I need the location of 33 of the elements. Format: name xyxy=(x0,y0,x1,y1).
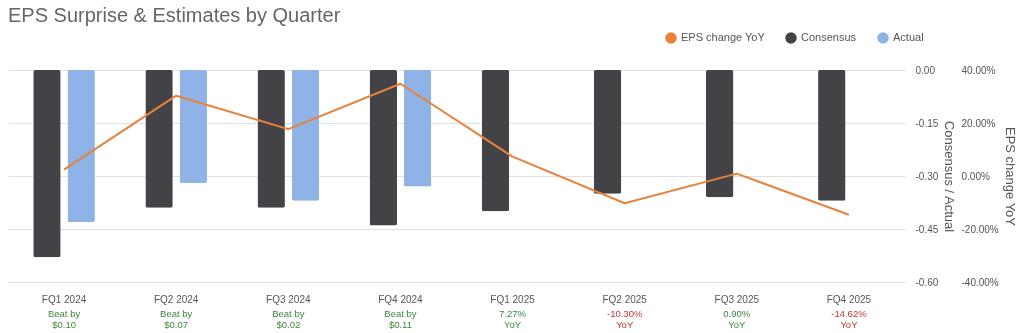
x-tick-label: FQ1 2025 xyxy=(490,293,536,305)
x-tick-label: FQ4 2025 xyxy=(826,293,872,305)
text: 7.27% YoY xyxy=(499,308,527,330)
legend-label: EPS change YoY xyxy=(681,31,766,43)
y-axis-title: Consensus / Actual xyxy=(942,120,958,233)
y-tick-label: 0.00 xyxy=(915,64,936,76)
line-series xyxy=(63,82,850,216)
x-tick-label: FQ2 2025 xyxy=(602,293,648,305)
y2-axis-title: EPS change YoY xyxy=(1002,126,1018,227)
legend-label: Actual xyxy=(893,31,924,43)
text: Beat by $0.10 xyxy=(47,308,81,330)
y2-tick-label: -20.00% xyxy=(961,223,999,235)
x-tick-label: FQ4 2024 xyxy=(378,293,424,305)
y-tick-label: -0.30 xyxy=(915,170,939,182)
y-tick-label: -0.45 xyxy=(915,223,939,235)
text: Beat by $0.07 xyxy=(160,308,193,330)
text: Beat by $0.11 xyxy=(384,308,417,330)
text: -10.30% YoY xyxy=(606,308,643,330)
legend-label: Consensus xyxy=(801,31,857,43)
y2-tick-label: 0.00% xyxy=(961,170,990,182)
y-tick-label: -0.60 xyxy=(915,276,939,288)
y2-tick-label: -40.00% xyxy=(961,276,999,288)
text: Beat by $0.02 xyxy=(272,308,305,330)
text: 0.90% YoY xyxy=(723,308,751,330)
text: -14.62% YoY xyxy=(831,308,868,330)
x-tick-label: FQ3 2024 xyxy=(266,293,311,305)
x-tick-label: FQ3 2025 xyxy=(714,293,760,305)
y2-tick-label: 20.00% xyxy=(961,117,996,129)
x-tick-label: FQ1 2024 xyxy=(41,293,87,305)
y-tick-label: -0.15 xyxy=(915,117,939,129)
chart-title: EPS Surprise & Estimates by Quarter xyxy=(8,4,341,26)
x-tick-label: FQ2 2024 xyxy=(153,293,199,305)
y2-tick-label: 40.00% xyxy=(961,64,996,76)
